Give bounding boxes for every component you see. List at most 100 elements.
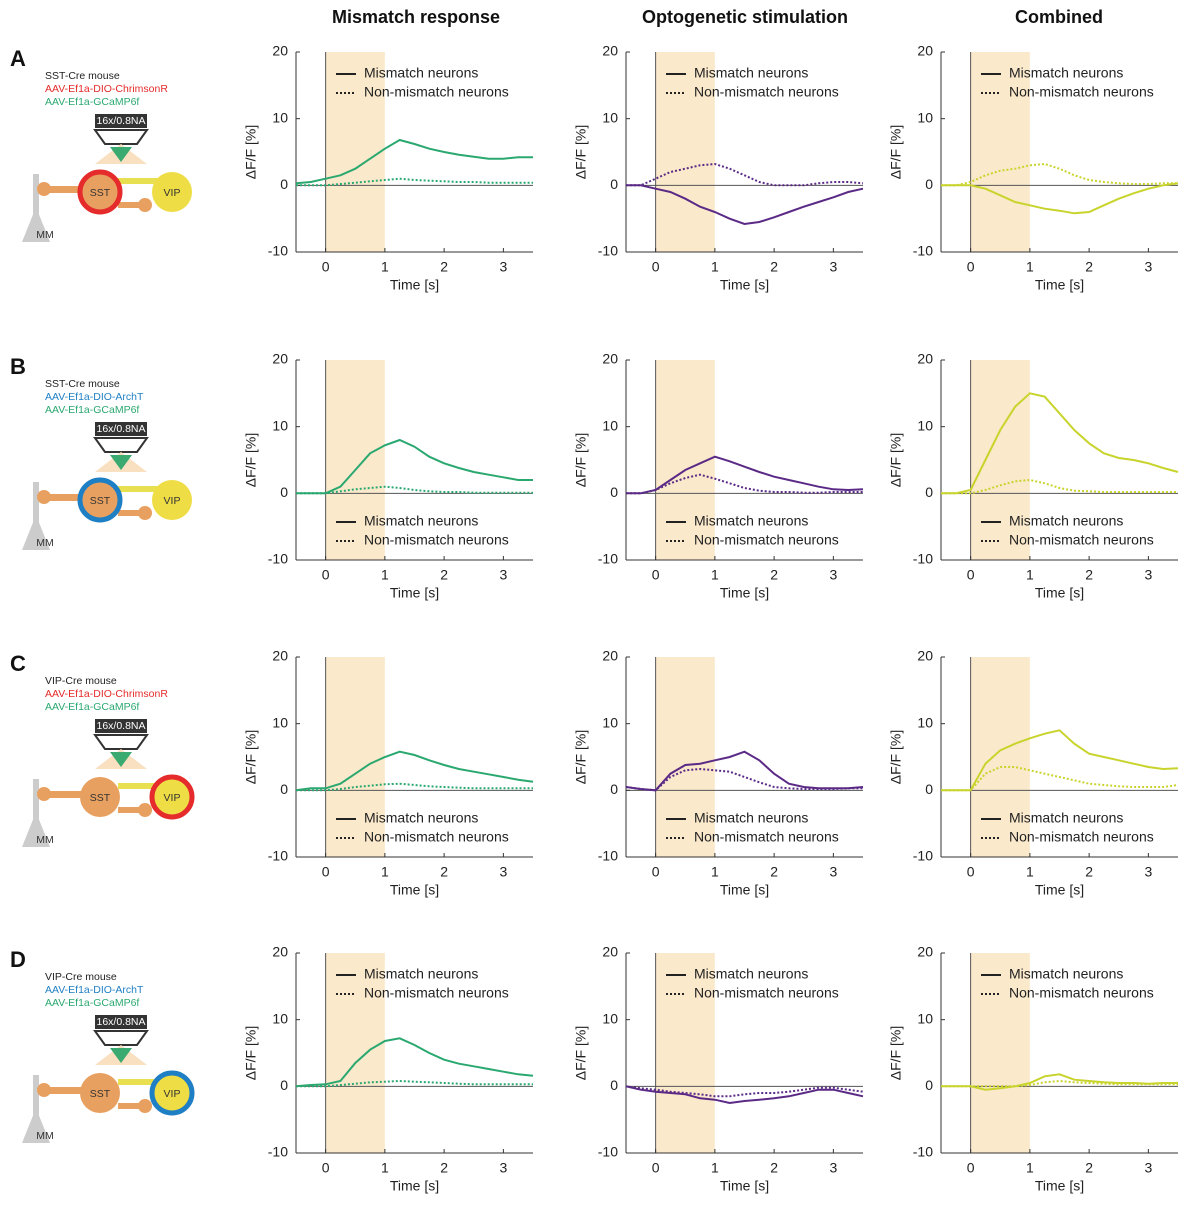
x-tick-label: 0 [652, 567, 660, 583]
legend-label: Non-mismatch neurons [694, 829, 839, 845]
y-tick-label: 0 [280, 484, 288, 500]
x-tick-label: 3 [829, 567, 837, 583]
x-axis-label: Time [s] [1035, 277, 1084, 293]
stimulus-window [326, 360, 385, 560]
y-tick-label: 10 [272, 1010, 288, 1026]
x-tick-label: 3 [499, 1160, 507, 1176]
mouse-line: VIP-Cre mouse [45, 971, 117, 983]
legend-label: Non-mismatch neurons [1009, 985, 1154, 1001]
y-axis-label: ΔF/F [%] [888, 433, 904, 487]
stimulus-window [971, 953, 1030, 1153]
opsin-line: AAV-Ef1a-DIO-ArchT [45, 984, 144, 996]
y-tick-label: 20 [272, 351, 288, 367]
y-axis-label: ΔF/F [%] [888, 730, 904, 784]
syn2 [138, 803, 152, 817]
y-tick-label: 10 [272, 714, 288, 730]
syn2 [138, 506, 152, 520]
x-tick-label: 3 [1144, 259, 1152, 275]
x-tick-label: 2 [770, 567, 778, 583]
stimulus-window [656, 52, 715, 252]
legend-label: Mismatch neurons [364, 810, 478, 826]
x-tick-label: 3 [829, 864, 837, 880]
legend-label: Non-mismatch neurons [364, 532, 509, 548]
x-tick-label: 1 [381, 864, 389, 880]
x-tick-label: 3 [499, 567, 507, 583]
x-tick-label: 2 [1085, 567, 1093, 583]
y-tick-label: -10 [913, 1144, 933, 1160]
y-tick-label: 20 [602, 43, 618, 59]
legend-label: Mismatch neurons [1009, 513, 1123, 529]
x-tick-label: 2 [770, 259, 778, 275]
x-tick-label: 1 [711, 864, 719, 880]
x-tick-label: 3 [499, 864, 507, 880]
indicator-line: AAV-Ef1a-GCaMP6f [45, 96, 139, 108]
legend-label: Mismatch neurons [364, 65, 478, 81]
panel-letter: B [10, 354, 26, 379]
x-tick-label: 3 [829, 259, 837, 275]
y-tick-label: -10 [913, 243, 933, 259]
y-tick-label: 20 [602, 648, 618, 664]
legend-label: Non-mismatch neurons [1009, 532, 1154, 548]
objective-body [95, 735, 147, 749]
y-tick-label: 0 [610, 176, 618, 192]
panel-letter: A [10, 46, 26, 71]
x-tick-label: 3 [499, 259, 507, 275]
syn [37, 490, 51, 504]
y-tick-label: 20 [917, 648, 933, 664]
stimulus-window [656, 953, 715, 1153]
y-tick-label: 20 [602, 944, 618, 960]
stimulus-window [971, 52, 1030, 252]
x-tick-label: 0 [652, 259, 660, 275]
legend-label: Mismatch neurons [694, 513, 808, 529]
mouse-line: SST-Cre mouse [45, 70, 120, 82]
y-tick-label: 0 [280, 781, 288, 797]
vip-label: VIP [164, 1088, 181, 1100]
column-title: Mismatch response [332, 7, 500, 27]
stimulus-window [326, 657, 385, 857]
x-tick-label: 3 [1144, 864, 1152, 880]
x-tick-label: 1 [381, 259, 389, 275]
x-tick-label: 3 [1144, 567, 1152, 583]
mm-label: MM [36, 834, 54, 846]
syn [37, 1083, 51, 1097]
y-tick-label: -10 [598, 1144, 618, 1160]
x-tick-label: 3 [829, 1160, 837, 1176]
y-tick-label: -10 [913, 848, 933, 864]
objective-label: 16x/0.8NA [96, 115, 145, 127]
legend-label: Non-mismatch neurons [364, 84, 509, 100]
column-title: Combined [1015, 7, 1103, 27]
legend-label: Non-mismatch neurons [1009, 829, 1154, 845]
x-tick-label: 1 [711, 567, 719, 583]
legend-label: Mismatch neurons [694, 966, 808, 982]
indicator-line: AAV-Ef1a-GCaMP6f [45, 404, 139, 416]
objective-body [95, 438, 147, 452]
y-axis-label: ΔF/F [%] [243, 730, 259, 784]
y-tick-label: 0 [280, 1077, 288, 1093]
x-tick-label: 2 [770, 1160, 778, 1176]
y-tick-label: 10 [917, 417, 933, 433]
legend-label: Non-mismatch neurons [1009, 84, 1154, 100]
panel-letter: C [10, 651, 26, 676]
legend-label: Mismatch neurons [694, 810, 808, 826]
x-axis-label: Time [s] [390, 277, 439, 293]
stimulus-window [971, 657, 1030, 857]
y-tick-label: -10 [913, 551, 933, 567]
column-title: Optogenetic stimulation [642, 7, 848, 27]
x-tick-label: 1 [711, 259, 719, 275]
x-tick-label: 0 [322, 864, 330, 880]
x-tick-label: 2 [440, 567, 448, 583]
y-tick-label: 20 [272, 944, 288, 960]
opsin-line: AAV-Ef1a-DIO-ChrimsonR [45, 688, 168, 700]
x-tick-label: 0 [967, 864, 975, 880]
vip-label: VIP [164, 792, 181, 804]
legend-label: Mismatch neurons [364, 966, 478, 982]
y-tick-label: 10 [602, 109, 618, 125]
stimulus-window [971, 360, 1030, 560]
y-tick-label: -10 [598, 551, 618, 567]
x-axis-label: Time [s] [720, 277, 769, 293]
opsin-line: AAV-Ef1a-DIO-ChrimsonR [45, 83, 168, 95]
vip-label: VIP [164, 495, 181, 507]
x-tick-label: 2 [440, 864, 448, 880]
sst-label: SST [90, 1088, 111, 1100]
y-tick-label: -10 [598, 243, 618, 259]
